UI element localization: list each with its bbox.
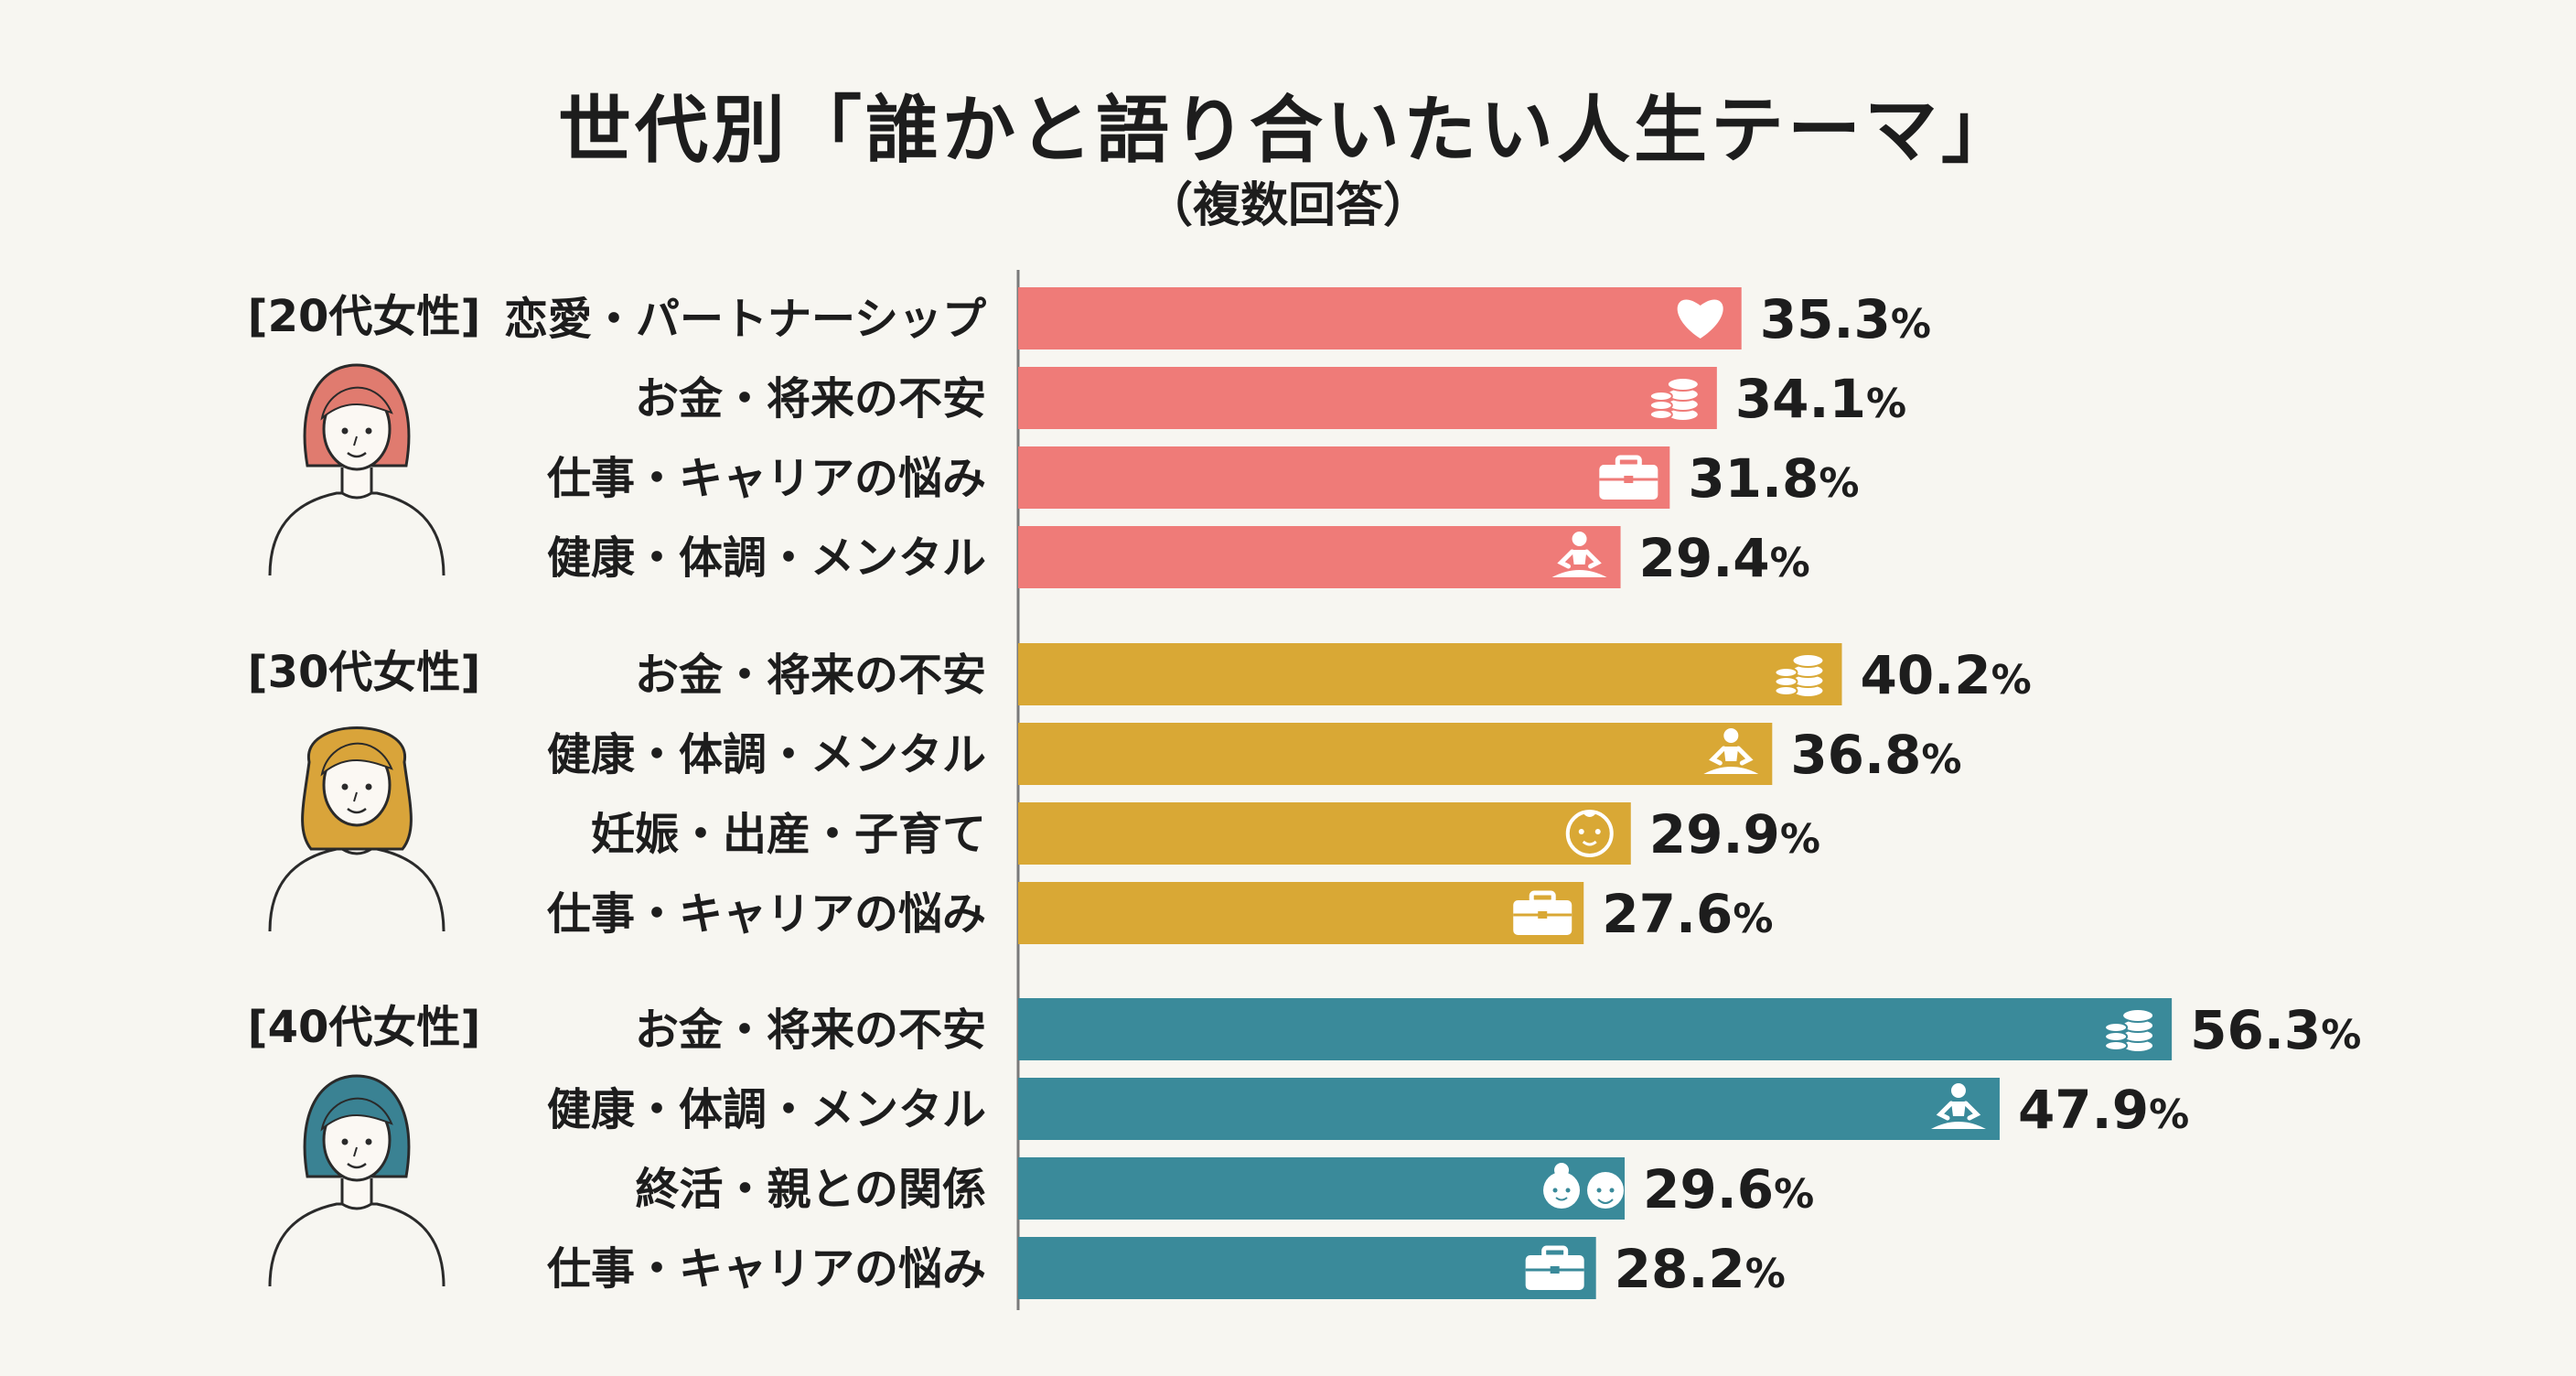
category-label: 恋愛・パートナーシップ [504, 294, 986, 345]
value-label: 35.3% [1760, 288, 1931, 350]
chart-title: 世代別「誰かと語り合いたい人生テーマ」 [558, 88, 2018, 173]
category-label: お金・将来の不安 [635, 1005, 986, 1056]
category-label: 仕事・キャリアの悩み [547, 888, 986, 940]
value-label: 29.6% [1643, 1158, 1814, 1220]
value-label: 47.9% [2018, 1079, 2189, 1141]
category-label: 終活・親との関係 [635, 1164, 986, 1215]
bar [1018, 287, 1742, 349]
bar [1018, 882, 1584, 944]
bar [1018, 998, 2173, 1060]
value-label: 31.8% [1688, 447, 1859, 510]
avatar [268, 363, 445, 576]
group-1: [20代女性] 恋愛・パートナーシップ 35.3% お金・将来の不安 34.1% 仕事・キ… [248, 287, 1931, 589]
meditation-icon [1930, 1083, 1986, 1129]
value-label: 36.8% [1790, 724, 1961, 786]
meditation-icon [1551, 532, 1607, 577]
bar [1018, 526, 1621, 588]
category-label: お金・将来の不安 [635, 650, 986, 701]
group-label: [40代女性] [248, 1002, 481, 1053]
value-label: 27.6% [1602, 883, 1773, 945]
category-label: 健康・体調・メンタル [547, 532, 986, 584]
bar [1018, 802, 1631, 865]
baby-face-icon [1565, 810, 1614, 857]
bar [1018, 367, 1717, 429]
category-label: 妊娠・出産・子育て [591, 809, 986, 860]
category-label: お金・将来の不安 [635, 373, 986, 425]
briefcase-icon [1599, 455, 1658, 500]
category-label: 健康・体調・メンタル [547, 729, 986, 780]
chart-subtitle: （複数回答） [1144, 178, 1431, 233]
bar [1018, 723, 1773, 785]
bar [1018, 446, 1670, 509]
bar [1018, 643, 1842, 705]
group-3: [40代女性] お金・将来の不安 56.3% 健康・体調・メンタル 47.9% 終活・親と… [248, 998, 2361, 1300]
coins-icon [1648, 377, 1700, 422]
value-label: 29.4% [1639, 527, 1810, 589]
group-2: [30代女性] お金・将来の不安 40.2% 健康・体調・メンタル 36.8% 妊娠・出産… [248, 643, 2032, 945]
category-label: 仕事・キャリアの悩み [547, 453, 986, 504]
avatar [268, 1074, 445, 1287]
briefcase-icon [1513, 890, 1572, 935]
coins-icon [1774, 653, 1825, 698]
category-label: 仕事・キャリアの悩み [547, 1243, 986, 1295]
bar [1018, 1157, 1626, 1220]
value-label: 34.1% [1735, 368, 1906, 430]
group-label: [20代女性] [248, 291, 481, 342]
value-label: 56.3% [2190, 999, 2361, 1061]
coins-icon [2104, 1008, 2155, 1053]
elderly-couple-icon [1543, 1163, 1625, 1209]
value-label: 29.9% [1649, 803, 1820, 865]
bar [1018, 1237, 1596, 1299]
avatar [268, 726, 445, 932]
heart-icon [1677, 299, 1723, 339]
meditation-icon [1703, 728, 1759, 774]
group-label: [30代女性] [248, 647, 481, 698]
bar [1018, 1078, 2000, 1140]
value-label: 28.2% [1615, 1238, 1786, 1300]
briefcase-icon [1525, 1245, 1584, 1290]
value-label: 40.2% [1860, 644, 2031, 706]
category-label: 健康・体調・メンタル [547, 1084, 986, 1135]
